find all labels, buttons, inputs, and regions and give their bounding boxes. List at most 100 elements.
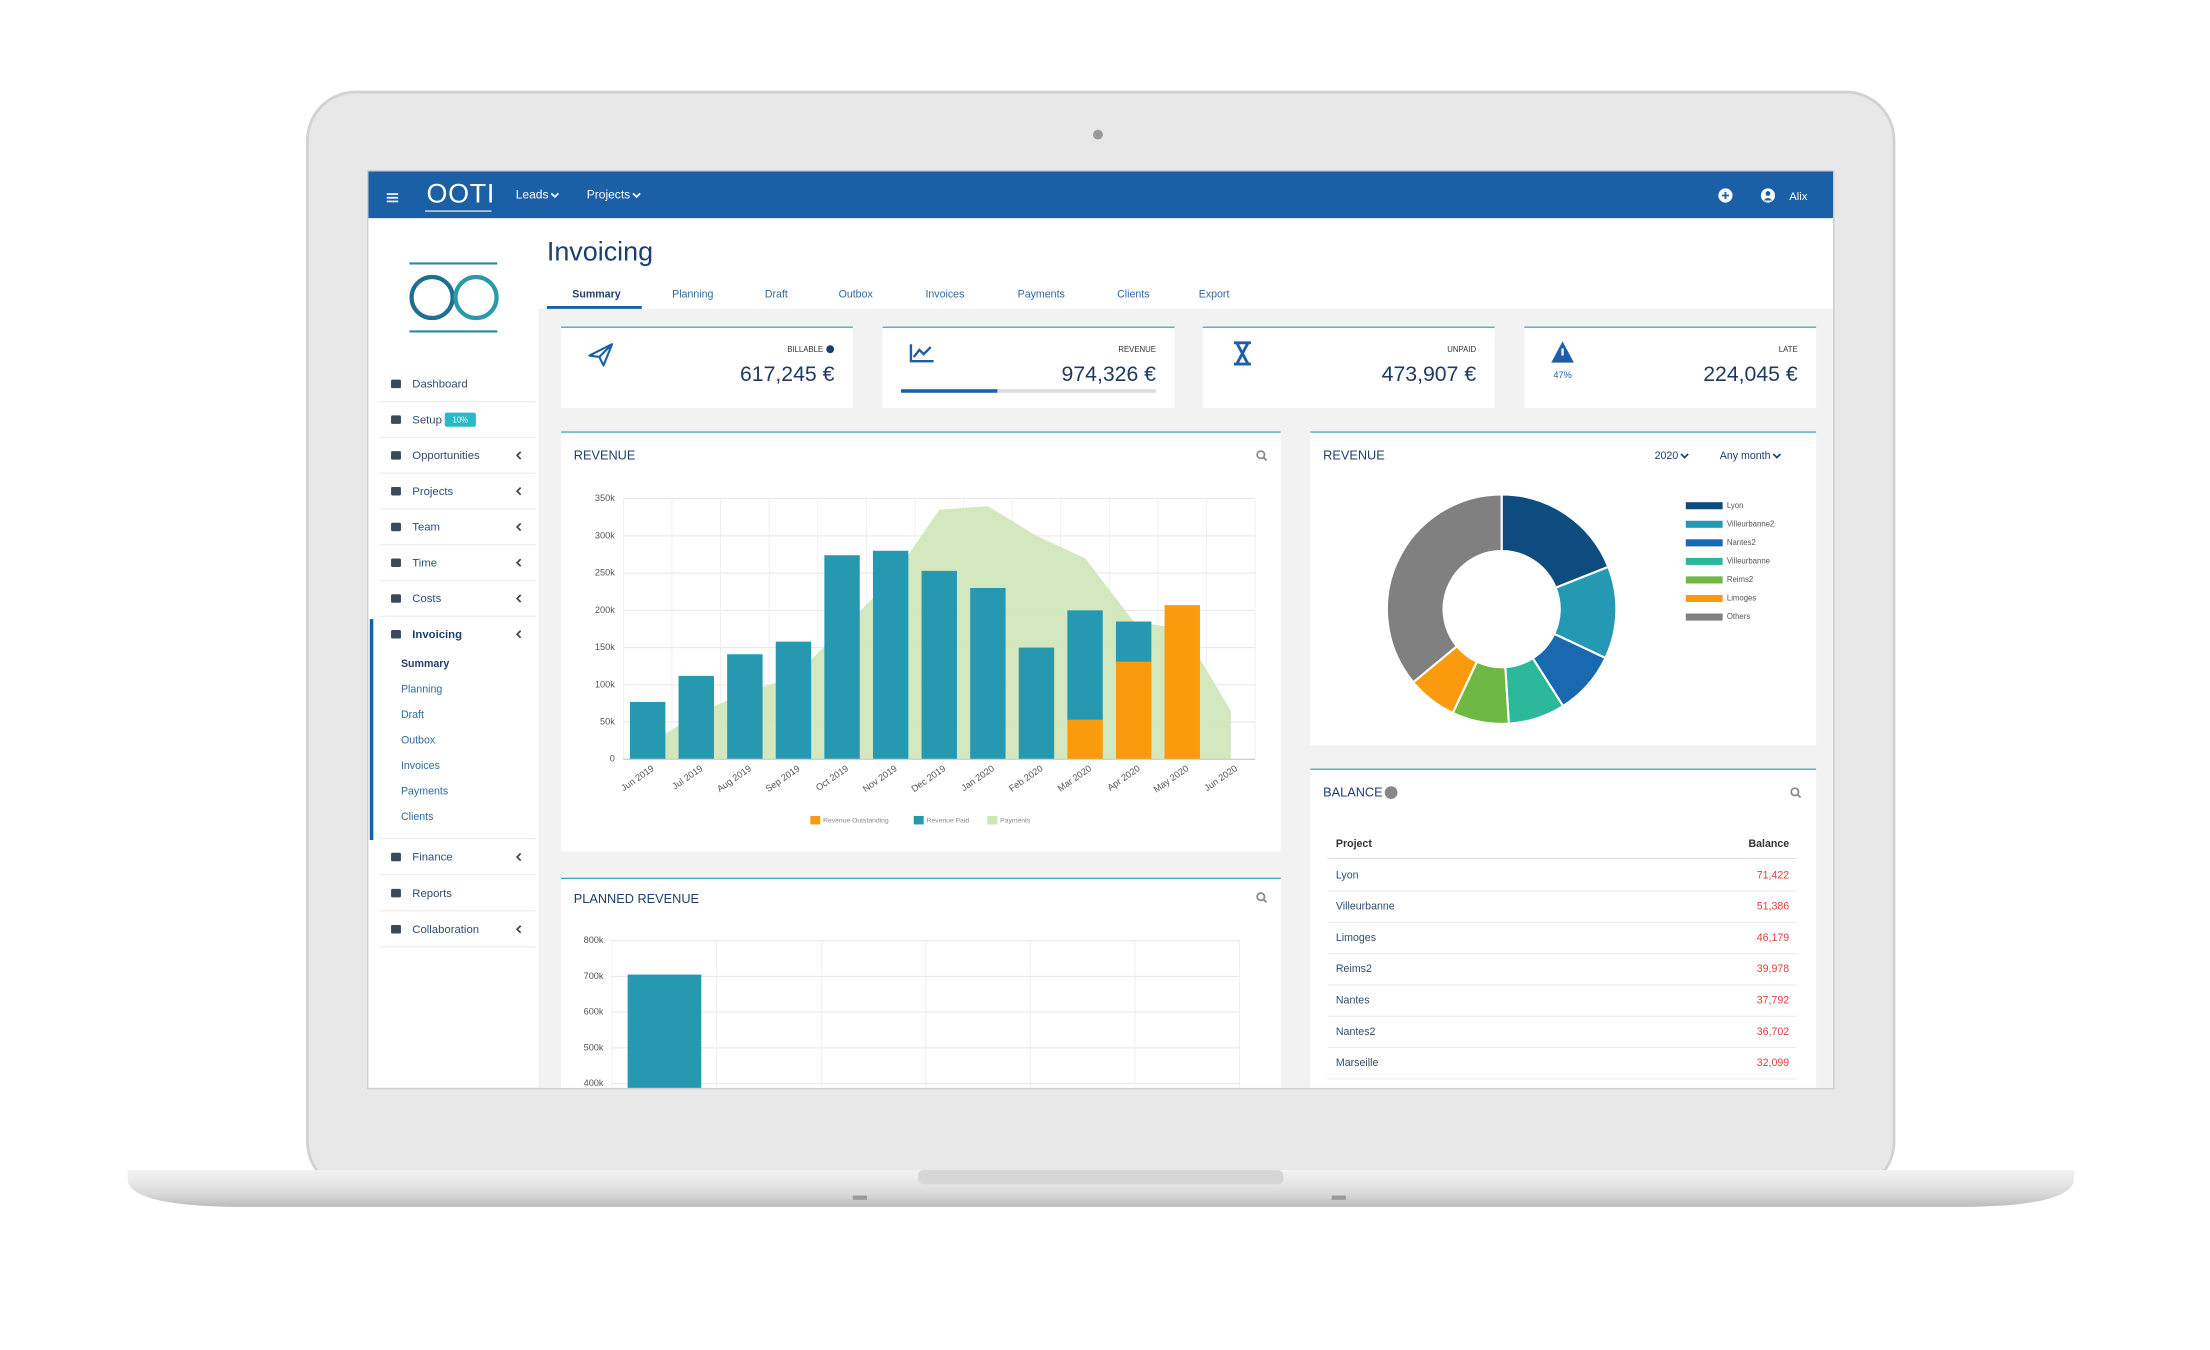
legend-swatch (1685, 539, 1723, 547)
sidebar-subitem[interactable]: Payments (401, 786, 448, 798)
sidebar-subitem[interactable]: Summary (401, 658, 449, 670)
sidebar-item[interactable]: Projects (412, 486, 453, 498)
table-cell[interactable]: Villeurbanne (1336, 901, 1395, 913)
sidebar-logo-ring (409, 274, 455, 321)
legend-label[interactable]: Villeurbanne2 (1727, 519, 1774, 528)
sidebar-item[interactable]: Invoicing (412, 629, 462, 641)
panel-title: PLANNED REVENUE (574, 891, 699, 906)
search-icon-handle (1262, 898, 1268, 904)
panel-title: BALANCE (1323, 785, 1382, 800)
search-icon[interactable] (1790, 787, 1802, 799)
table-cell[interactable]: Nantes2 (1336, 1026, 1376, 1038)
filter-dropdown[interactable]: 2020 (1655, 450, 1679, 462)
kpi-percent: 47% (1553, 370, 1571, 380)
sidebar-subitem[interactable]: Invoices (401, 760, 440, 772)
sidebar-icon (391, 852, 401, 862)
expand-arrow (515, 487, 522, 496)
y-tick-label: 600k (584, 1007, 604, 1017)
legend-label[interactable]: Lyon (1727, 501, 1744, 510)
sidebar-item[interactable]: Costs (412, 593, 441, 605)
sidebar-item[interactable]: Dashboard (412, 379, 467, 391)
tab[interactable]: Planning (672, 288, 713, 300)
table-cell[interactable]: Marseille (1336, 1057, 1379, 1069)
y-tick-label: 300k (595, 530, 615, 540)
nav-menu[interactable]: Projects (587, 188, 630, 202)
search-icon-lens (1790, 787, 1800, 797)
sidebar-item[interactable]: Setup (412, 414, 442, 426)
tab[interactable]: Outbox (839, 288, 874, 300)
tab[interactable]: Export (1199, 288, 1230, 300)
y-tick-label: 50k (600, 716, 615, 726)
y-tick-label: 0 (610, 754, 615, 764)
table-cell[interactable]: Lyon (1336, 869, 1359, 881)
legend-label[interactable]: Nantes2 (1727, 538, 1756, 547)
sidebar-item[interactable]: Reports (412, 888, 452, 900)
sidebar-item[interactable]: Time (412, 557, 437, 569)
bar (1018, 647, 1055, 760)
sidebar-item[interactable]: Finance (412, 852, 452, 864)
sidebar-icon (391, 630, 401, 639)
sidebar-subitem[interactable]: Clients (401, 811, 433, 823)
table-cell: 37,792 (1757, 994, 1790, 1006)
kpi-card (1524, 327, 1817, 408)
search-icon[interactable] (1256, 450, 1268, 462)
search-icon-lens (1256, 892, 1266, 902)
y-tick-label: 150k (595, 642, 615, 652)
search-icon[interactable] (1256, 892, 1268, 904)
kpi-icon (1233, 341, 1251, 366)
table-cell: 36,702 (1757, 1026, 1790, 1038)
page-title: Invoicing (547, 237, 653, 267)
expand-arrow (515, 925, 522, 934)
sidebar-item[interactable]: Team (412, 522, 440, 534)
table-cell[interactable]: Limoges (1336, 932, 1376, 944)
legend-label[interactable]: Villeurbanne (1727, 556, 1770, 565)
kpi-label: REVENUE (1118, 345, 1156, 354)
bar (824, 555, 860, 760)
nav-menu[interactable]: Leads (516, 188, 549, 202)
bar (727, 654, 763, 760)
active-section-indicator (369, 619, 374, 841)
legend-label[interactable]: Reims2 (1727, 575, 1753, 584)
kpi-value: 617,245 € (740, 362, 835, 386)
legend-label[interactable]: Payments (1000, 818, 1031, 825)
table-cell[interactable]: Reims2 (1336, 963, 1372, 975)
sidebar-subitem[interactable]: Outbox (401, 735, 436, 747)
filter-dropdown[interactable]: Any month (1720, 450, 1771, 462)
legend-label[interactable]: Others (1727, 612, 1750, 621)
legend-label[interactable]: Revenue Outstanding (823, 818, 889, 825)
kpi-label: UNPAID (1447, 345, 1476, 354)
dropdown-arrow (550, 192, 560, 199)
tab[interactable]: Summary (572, 288, 620, 300)
expand-arrow (515, 522, 522, 532)
expand-arrow (515, 852, 522, 862)
legend-label[interactable]: Revenue Paid (927, 818, 970, 825)
kpi-icon (909, 344, 934, 363)
camera (1092, 129, 1103, 140)
kpi-value: 473,907 € (1382, 362, 1477, 386)
tab[interactable]: Clients (1117, 288, 1149, 300)
info-icon (1384, 786, 1398, 799)
top-navbar (368, 171, 1834, 219)
bar (1115, 621, 1152, 662)
kpi-icon (588, 343, 614, 367)
legend-label[interactable]: Limoges (1727, 594, 1757, 603)
table-cell: 51,386 (1757, 901, 1790, 913)
donut-slice (1385, 493, 1503, 684)
screen: OOTI Leads Projects Alix Dashboard Setup 10% Op… (368, 171, 1834, 1088)
sidebar-subitem[interactable]: Draft (401, 709, 424, 721)
tab[interactable]: Invoices (925, 288, 964, 300)
tab[interactable]: Payments (1018, 288, 1065, 300)
table-cell[interactable]: Nantes (1336, 994, 1370, 1006)
legend-swatch (1685, 557, 1723, 565)
expand-arrow (515, 558, 522, 567)
sidebar-subitem[interactable]: Planning (401, 684, 442, 696)
legend-swatch (913, 815, 924, 825)
sidebar-item[interactable]: Opportunities (412, 450, 480, 462)
kpi-value: 224,045 € (1703, 362, 1798, 386)
user-name[interactable]: Alix (1789, 191, 1808, 203)
legend-swatch (1685, 576, 1723, 584)
table-header: Project (1336, 838, 1372, 850)
tab[interactable]: Draft (765, 288, 788, 300)
sidebar-item[interactable]: Collaboration (412, 924, 479, 936)
